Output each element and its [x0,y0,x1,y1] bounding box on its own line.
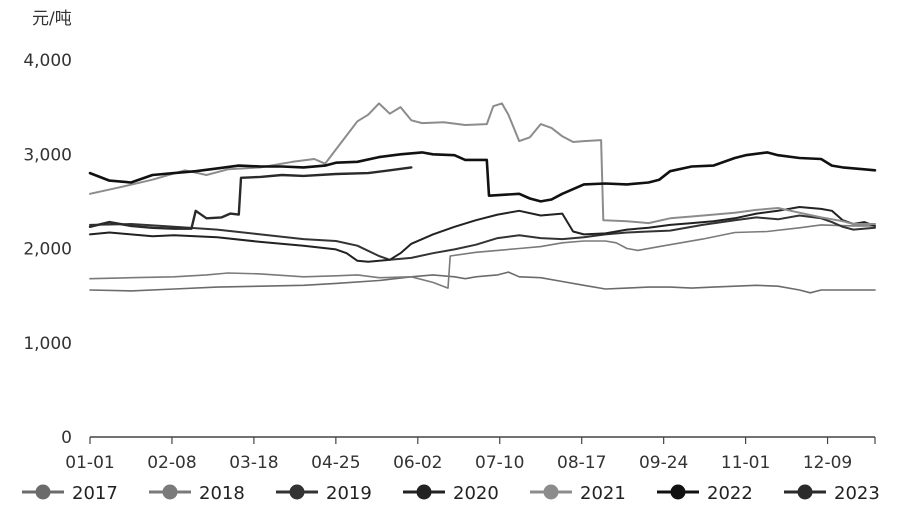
series-line-2017 [89,271,876,294]
legend-marker-2022 [670,484,686,500]
x-tick-label: 08-17 [557,453,606,473]
legend-label-2020: 2020 [453,483,499,504]
series-line-2023 [88,166,413,230]
legend-marker-2023 [797,484,813,500]
legend-label-2022: 2022 [707,483,753,504]
legend-marker-2020 [416,484,432,500]
legend-label-2021: 2021 [580,483,626,504]
y-unit-label: 元/吨 [32,9,72,29]
legend: 2017 2018 2019 2020 2021 2022 2023 [22,483,880,504]
legend-marker-2017 [35,484,51,500]
x-tick-label: 07-10 [475,453,524,473]
x-tick-label: 03-18 [229,453,278,473]
legend-marker-2021 [543,484,559,500]
x-tick-label: 01-01 [65,453,114,473]
legend-label-2017: 2017 [72,483,118,504]
series-line-2018 [89,224,876,289]
legend-label-2023: 2023 [834,483,880,504]
series-line-2022 [88,151,877,203]
y-tick-label: 2,000 [23,240,72,260]
y-tick-label: 4,000 [23,51,72,71]
x-tick-label: 04-25 [311,453,360,473]
legend-label-2019: 2019 [326,483,372,504]
legend-marker-2018 [162,484,178,500]
x-axis: 01-01 02-08 03-18 04-25 06-02 07-10 08-17 09-24… [65,436,876,473]
x-tick-label: 06-02 [393,453,442,473]
series-line-2019 [89,214,876,261]
y-tick-label: 3,000 [23,145,72,165]
x-tick-label: 02-08 [147,453,196,473]
y-tick-label: 1,000 [23,334,72,354]
x-tick-label: 11-01 [721,453,770,473]
series-line-2021 [89,102,876,225]
series-group [88,102,877,294]
x-tick-label: 12-09 [803,453,852,473]
legend-marker-2019 [289,484,305,500]
series-line-2020 [89,206,876,263]
y-axis: 0 1,000 2,000 3,000 4,000 [23,51,72,448]
legend-label-2018: 2018 [199,483,245,504]
y-tick-label: 0 [61,428,72,448]
x-tick-label: 09-24 [639,453,688,473]
